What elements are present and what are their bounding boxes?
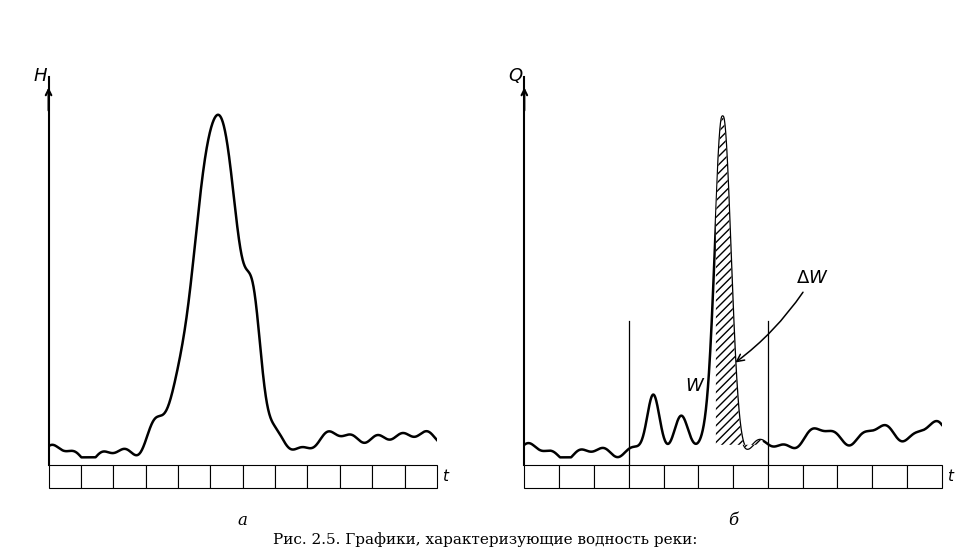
Text: $t$: $t$: [947, 468, 955, 484]
Text: 4: 4: [643, 469, 650, 483]
Text: Рис. 2.5. Графики, характеризующие водность реки:: Рис. 2.5. Графики, характеризующие водно…: [273, 533, 698, 547]
Text: 3: 3: [608, 469, 615, 483]
Text: 8: 8: [287, 469, 295, 483]
Bar: [838, 465, 872, 488]
Text: б: б: [728, 512, 738, 529]
Bar: [768, 465, 803, 488]
Text: 6: 6: [222, 469, 230, 483]
Text: 11: 11: [883, 469, 897, 483]
Bar: [372, 465, 405, 488]
Bar: [524, 465, 559, 488]
Bar: [146, 465, 178, 488]
Bar: [114, 465, 146, 488]
Bar: [803, 465, 837, 488]
Bar: [49, 465, 81, 488]
Text: 10: 10: [349, 469, 363, 483]
Text: $W$: $W$: [685, 377, 705, 395]
Text: а: а: [238, 512, 248, 529]
Bar: [275, 465, 308, 488]
Text: 4: 4: [158, 469, 166, 483]
Text: 5: 5: [190, 469, 198, 483]
Bar: [211, 465, 243, 488]
Text: 2: 2: [573, 469, 581, 483]
Text: 3: 3: [125, 469, 133, 483]
Text: 7: 7: [255, 469, 263, 483]
Text: 1: 1: [538, 469, 546, 483]
Bar: [663, 465, 698, 488]
Bar: [907, 465, 942, 488]
Text: 7: 7: [747, 469, 754, 483]
Text: $H$: $H$: [33, 66, 48, 85]
Bar: [594, 465, 629, 488]
Text: $\Delta W$: $\Delta W$: [737, 269, 828, 362]
Text: 10: 10: [848, 469, 862, 483]
Text: 6: 6: [712, 469, 720, 483]
Text: 12: 12: [414, 469, 428, 483]
Bar: [872, 465, 907, 488]
Text: 12: 12: [917, 469, 932, 483]
Bar: [629, 465, 663, 488]
Bar: [308, 465, 340, 488]
Bar: [243, 465, 275, 488]
Bar: [559, 465, 594, 488]
Bar: [405, 465, 437, 488]
Bar: [698, 465, 733, 488]
Text: 2: 2: [93, 469, 101, 483]
Bar: [733, 465, 768, 488]
Bar: [340, 465, 372, 488]
Text: $Q$: $Q$: [508, 66, 523, 85]
Text: 5: 5: [677, 469, 685, 483]
Text: 9: 9: [319, 469, 327, 483]
Text: $t$: $t$: [442, 468, 451, 484]
Bar: [81, 465, 114, 488]
Text: 11: 11: [381, 469, 396, 483]
Text: 9: 9: [817, 469, 823, 483]
Bar: [178, 465, 211, 488]
Text: 8: 8: [782, 469, 789, 483]
Text: 1: 1: [61, 469, 68, 483]
